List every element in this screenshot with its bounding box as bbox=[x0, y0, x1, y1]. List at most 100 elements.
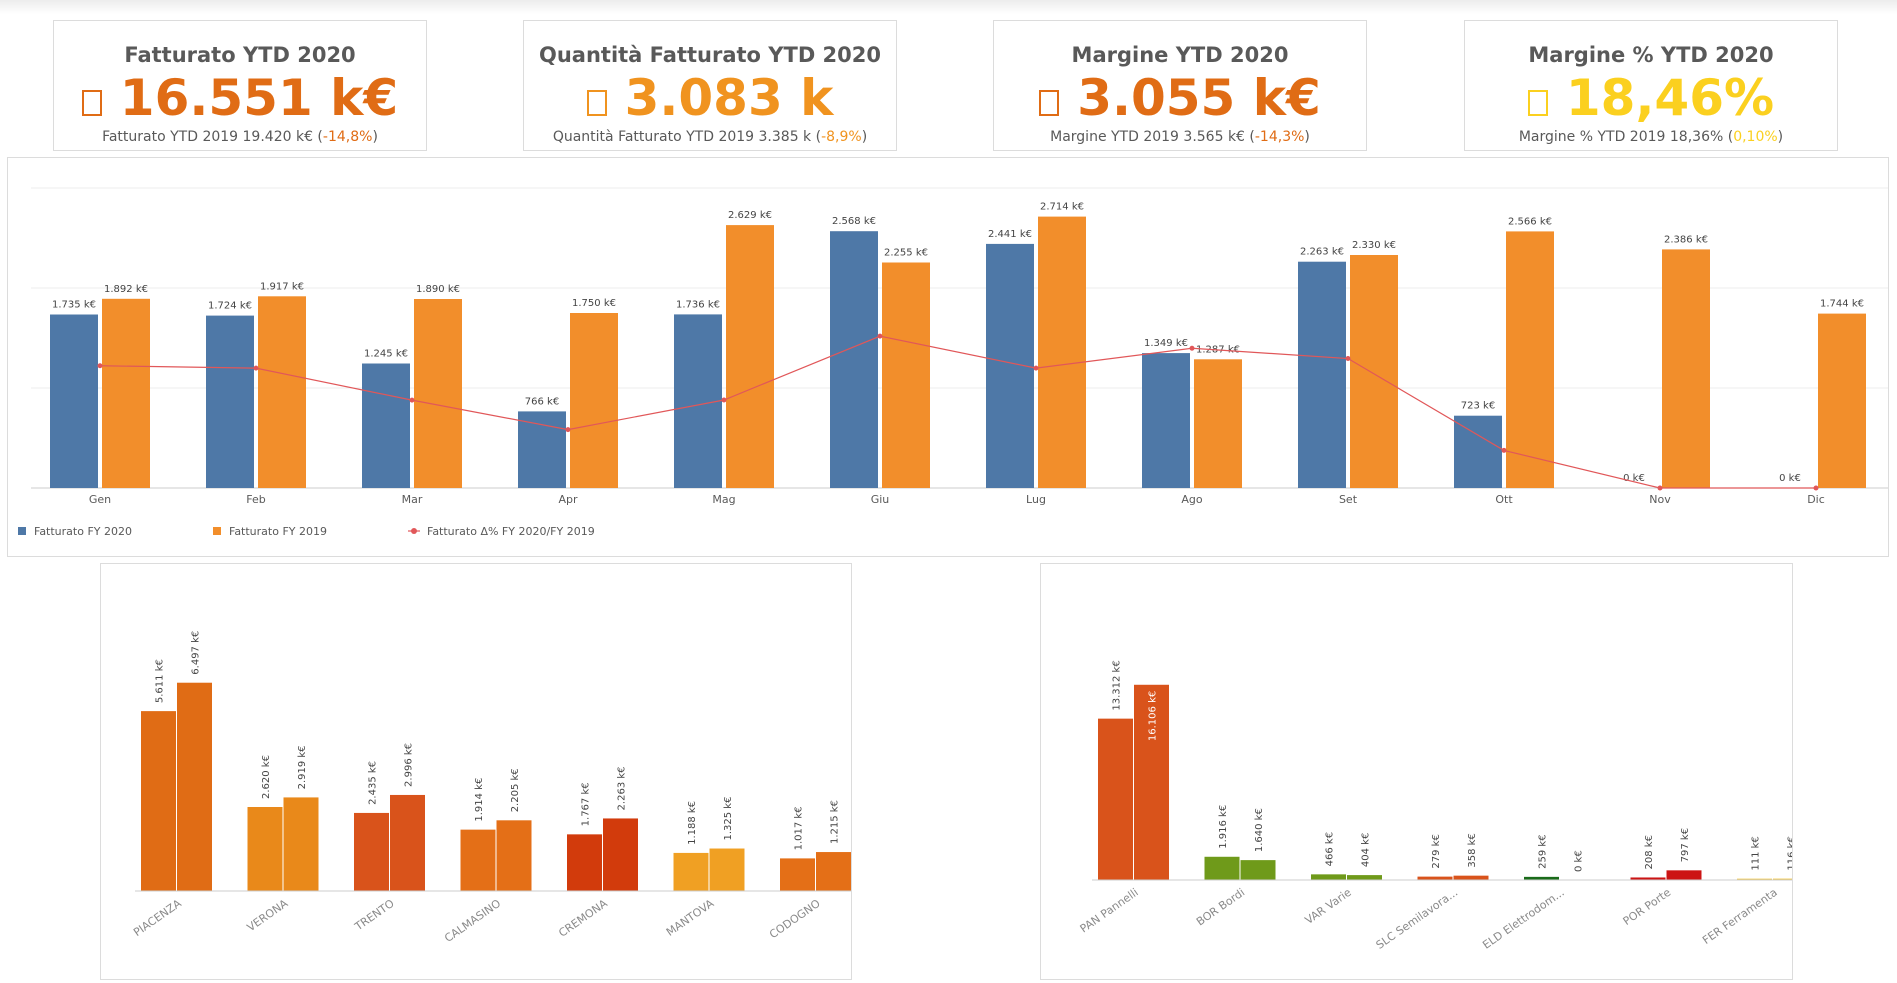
bar-2019[interactable] bbox=[1347, 875, 1382, 880]
bar-2020[interactable] bbox=[141, 711, 176, 891]
bar-2019[interactable] bbox=[603, 818, 638, 891]
bar-2019[interactable] bbox=[1666, 870, 1702, 880]
bar-2020[interactable] bbox=[1737, 878, 1772, 880]
kpi-title: Fatturato YTD 2020 bbox=[124, 43, 356, 67]
bar-fy2019[interactable] bbox=[726, 225, 774, 488]
bar-2019[interactable] bbox=[390, 794, 425, 891]
line-point-delta[interactable] bbox=[1189, 345, 1195, 351]
bar-2019[interactable] bbox=[177, 682, 212, 891]
x-tick-label: Ott bbox=[1495, 493, 1513, 506]
data-label-fy2020: 1.245 k€ bbox=[364, 349, 408, 360]
line-point-delta[interactable] bbox=[877, 333, 883, 339]
data-label: 1.325 k€ bbox=[723, 797, 734, 841]
bar-2019[interactable] bbox=[709, 848, 745, 891]
category-chart-panel[interactable]: 13.312 k€ 16.106 k€ PAN Pannelli 1.916 k€ 1.… bbox=[1040, 563, 1844, 980]
bar-2019[interactable] bbox=[1134, 684, 1169, 880]
category-bar-chart[interactable]: 13.312 k€ 16.106 k€ PAN Pannelli 1.916 k€ 1.… bbox=[1041, 564, 1844, 979]
kpi-card-quantita[interactable]: Quantità Fatturato YTD 2020 3.083 k Quan… bbox=[523, 20, 897, 151]
line-point-delta[interactable] bbox=[1501, 447, 1507, 453]
bar-2020[interactable] bbox=[1204, 856, 1240, 880]
data-label-fy2020: 2.441 k€ bbox=[988, 229, 1032, 240]
bar-fy2020[interactable] bbox=[1298, 261, 1346, 488]
bar-fy2020[interactable] bbox=[830, 231, 878, 488]
bar-2019[interactable] bbox=[496, 820, 532, 891]
kpi-trend-icon bbox=[1527, 90, 1548, 116]
data-label-fy2019: 1.750 k€ bbox=[572, 298, 616, 309]
kpi-card-margine[interactable]: Margine YTD 2020 3.055 k€ Margine YTD 20… bbox=[993, 20, 1367, 151]
bar-2020[interactable] bbox=[460, 829, 496, 891]
data-label: 0 k€ bbox=[1574, 850, 1585, 872]
data-label: 16.106 k€ bbox=[1148, 691, 1159, 741]
bar-2020[interactable] bbox=[247, 807, 283, 891]
bar-2020[interactable] bbox=[567, 834, 602, 891]
x-tick-label: FER Ferramenta bbox=[1700, 886, 1780, 947]
bar-fy2019[interactable] bbox=[1818, 313, 1866, 488]
bar-2019[interactable] bbox=[816, 852, 851, 891]
data-label-fy2019: 2.566 k€ bbox=[1508, 216, 1552, 227]
kpi-trend-icon bbox=[586, 90, 607, 116]
line-point-delta[interactable] bbox=[1657, 485, 1663, 491]
bar-fy2019[interactable] bbox=[882, 262, 930, 489]
bar-fy2019[interactable] bbox=[102, 298, 150, 488]
kpi-card-fatturato[interactable]: Fatturato YTD 2020 16.551 k€ Fatturato Y… bbox=[53, 20, 427, 151]
x-tick-label: CODOGNO bbox=[767, 897, 823, 942]
line-point-delta[interactable] bbox=[565, 427, 571, 433]
bar-2020[interactable] bbox=[1524, 876, 1559, 880]
branch-bar-chart[interactable]: 5.611 k€ 6.497 k€ PIACENZA 2.620 k€ 2.919 k€… bbox=[101, 564, 887, 979]
x-tick-label: Mar bbox=[402, 493, 423, 506]
bar-fy2019[interactable] bbox=[570, 313, 618, 488]
bar-fy2020[interactable] bbox=[674, 314, 722, 488]
bar-2020[interactable] bbox=[780, 858, 815, 891]
kpi-title: Quantità Fatturato YTD 2020 bbox=[538, 43, 882, 67]
bar-fy2020[interactable] bbox=[50, 314, 98, 489]
bar-2019[interactable] bbox=[1453, 875, 1489, 880]
bar-fy2019[interactable] bbox=[258, 296, 306, 488]
bar-fy2020[interactable] bbox=[1142, 353, 1190, 488]
line-point-delta[interactable] bbox=[1033, 365, 1039, 371]
monthly-bar-line-chart[interactable]: 1.735 k€ 1.892 k€ Gen 1.724 k€ 1.917 k€ Feb 1.… bbox=[8, 158, 1888, 556]
bar-fy2019[interactable] bbox=[414, 299, 462, 488]
bar-2020[interactable] bbox=[1098, 718, 1133, 880]
bar-fy2020[interactable] bbox=[1454, 415, 1502, 488]
kpi-title: Margine YTD 2020 bbox=[1071, 43, 1289, 67]
x-tick-label: MANTOVA bbox=[664, 897, 717, 939]
bar-2020[interactable] bbox=[1630, 877, 1666, 880]
bar-fy2019[interactable] bbox=[1194, 359, 1242, 488]
kpi-subtitle: Margine % YTD 2019 18,36% (0,10%) bbox=[1518, 129, 1784, 145]
legend-label-fy2020: Fatturato FY 2020 bbox=[34, 525, 132, 538]
bar-2020[interactable] bbox=[354, 812, 389, 891]
line-point-delta[interactable] bbox=[409, 397, 415, 403]
bar-fy2019[interactable] bbox=[1506, 231, 1554, 488]
line-point-delta[interactable] bbox=[721, 397, 727, 403]
bar-2019[interactable] bbox=[1240, 860, 1276, 880]
data-label-fy2020: 1.349 k€ bbox=[1144, 338, 1188, 349]
bar-2019[interactable] bbox=[1773, 878, 1808, 880]
data-label-fy2019: 1.890 k€ bbox=[416, 284, 460, 295]
monthly-chart-panel[interactable]: 1.735 k€ 1.892 k€ Gen 1.724 k€ 1.917 k€ Feb 1.… bbox=[7, 157, 1889, 557]
bar-fy2020[interactable] bbox=[362, 363, 410, 489]
line-point-delta[interactable] bbox=[97, 363, 103, 369]
line-point-delta[interactable] bbox=[253, 365, 259, 371]
line-point-delta[interactable] bbox=[1345, 356, 1351, 362]
legend-swatch-fy2020[interactable] bbox=[18, 527, 26, 535]
bar-2020[interactable] bbox=[673, 852, 709, 891]
branch-chart-panel[interactable]: 5.611 k€ 6.497 k€ PIACENZA 2.620 k€ 2.919 k€… bbox=[100, 563, 887, 980]
kpi-card-margine-percent[interactable]: Margine % YTD 2020 18,46% Margine % YTD … bbox=[1464, 20, 1838, 151]
x-tick-label: PAN Pannelli bbox=[1078, 886, 1141, 936]
legend-marker-delta[interactable] bbox=[411, 528, 417, 534]
line-point-delta[interactable] bbox=[1813, 485, 1819, 491]
bar-fy2019[interactable] bbox=[1350, 255, 1398, 488]
bar-fy2019[interactable] bbox=[1038, 216, 1086, 488]
bar-2019[interactable] bbox=[283, 797, 319, 891]
data-label: 1.914 k€ bbox=[474, 778, 485, 822]
bar-2020[interactable] bbox=[1311, 874, 1346, 880]
bar-2020[interactable] bbox=[1417, 876, 1453, 880]
bar-fy2020[interactable] bbox=[206, 315, 254, 488]
data-label-fy2020: 1.735 k€ bbox=[52, 300, 96, 311]
bar-fy2019[interactable] bbox=[1662, 249, 1710, 488]
legend-swatch-fy2019[interactable] bbox=[213, 527, 221, 535]
data-label: 1.017 k€ bbox=[794, 806, 805, 850]
bar-fy2020[interactable] bbox=[518, 411, 566, 488]
data-label-fy2020: 2.263 k€ bbox=[1300, 247, 1344, 258]
x-tick-label: CREMONA bbox=[556, 897, 610, 940]
